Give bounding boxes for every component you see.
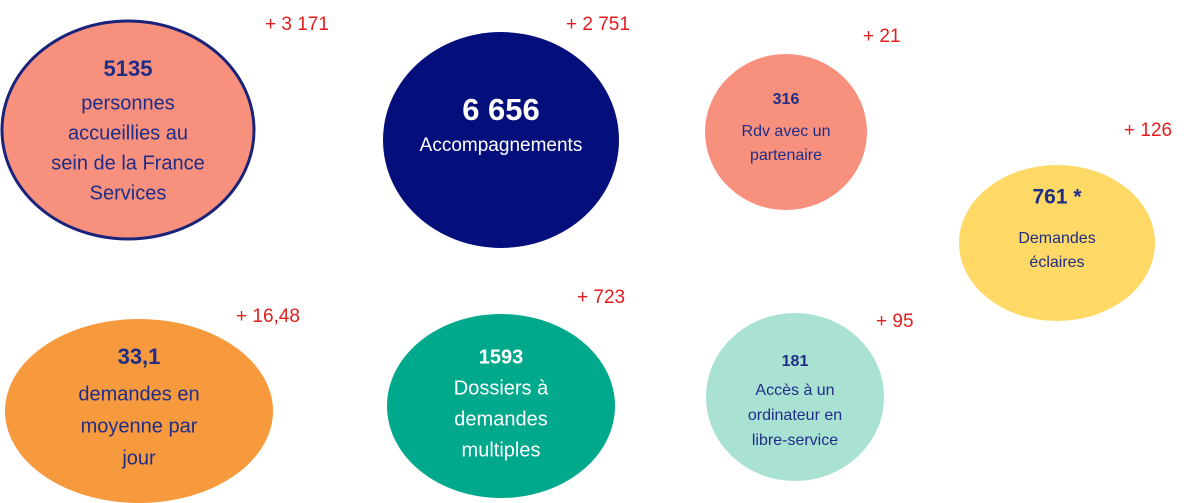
bubble — [0, 19, 256, 241]
bubble-label: éclaires — [1029, 254, 1084, 271]
bubble-label: accueillies au — [68, 122, 188, 144]
bubble-label: Rdv avec un — [742, 123, 831, 140]
bubble-value: 1593 — [479, 346, 524, 368]
bubble-label: Accès à un — [755, 382, 834, 399]
bubble-value: 5135 — [104, 56, 153, 81]
bubble — [383, 32, 619, 248]
bubble-label: moyenne par — [81, 415, 198, 437]
bubble-delta: + 2 751 — [566, 14, 630, 35]
bubble-delta: + 723 — [577, 287, 625, 308]
bubble-label: ordinateur en — [748, 407, 842, 424]
bubble-value: 316 — [773, 91, 800, 108]
bubble-label: libre-service — [752, 432, 838, 449]
bubble-label: Services — [90, 182, 167, 204]
bubble-value: 761 * — [1032, 186, 1082, 209]
bubble-label: personnes — [81, 92, 174, 114]
bubble-value: 181 — [782, 353, 809, 370]
bubble-label: jour — [121, 447, 156, 469]
bubble-label: Dossiers à — [454, 377, 549, 399]
bubble-label: multiples — [462, 439, 541, 461]
bubble — [5, 319, 273, 503]
bubble-delta: + 95 — [876, 311, 914, 332]
bubble-delta: + 21 — [863, 26, 901, 47]
bubble-label: partenaire — [750, 147, 822, 164]
bubble-delta: + 126 — [1124, 120, 1172, 141]
bubble-delta: + 3 171 — [265, 14, 329, 35]
bubble-label: demandes — [454, 408, 547, 430]
bubble-label: demandes en — [78, 383, 199, 405]
bubble — [706, 313, 884, 481]
bubble-delta: + 16,48 — [236, 306, 300, 327]
bubble-label: Accompagnements — [420, 135, 583, 156]
bubble — [705, 54, 867, 210]
bubble-value: 6 656 — [462, 92, 540, 127]
bubble-label: sein de la France — [51, 152, 204, 174]
bubble — [387, 314, 615, 498]
bubble-label: Demandes — [1018, 230, 1095, 247]
bubble-value: 33,1 — [118, 344, 161, 369]
bubble — [959, 165, 1155, 321]
